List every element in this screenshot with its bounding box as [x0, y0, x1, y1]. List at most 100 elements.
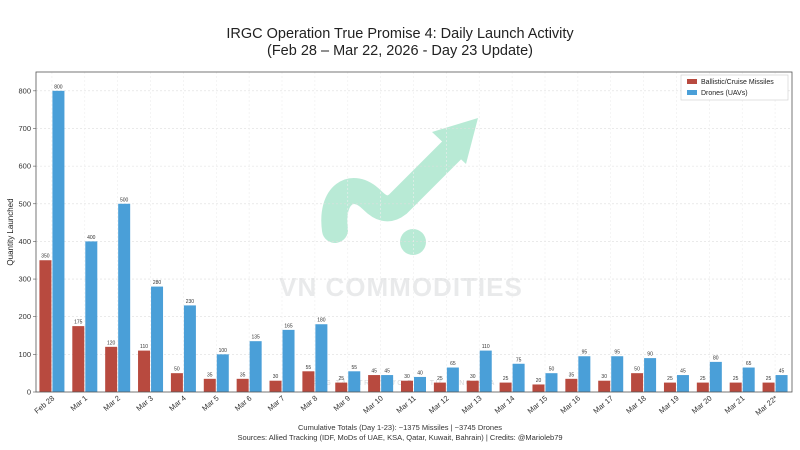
- bar-missiles: [138, 350, 151, 392]
- y-tick-label: 800: [18, 86, 31, 95]
- bar-drones: [578, 356, 591, 392]
- bar-drones: [151, 286, 164, 392]
- value-label-missiles: 25: [437, 376, 443, 382]
- bar-missiles: [105, 346, 118, 392]
- value-label-drones: 55: [351, 365, 357, 371]
- bar-drones: [676, 375, 689, 392]
- bar-drones: [381, 375, 394, 392]
- value-label-missiles: 110: [140, 344, 148, 350]
- value-label-drones: 800: [54, 84, 63, 90]
- bar-missiles: [302, 371, 315, 392]
- bar-missiles: [729, 382, 742, 392]
- value-label-drones: 90: [647, 352, 653, 358]
- value-label-drones: 100: [219, 348, 228, 354]
- bar-missiles: [401, 380, 413, 392]
- bar-drones: [52, 90, 65, 392]
- value-label-missiles: 120: [107, 340, 116, 346]
- value-label-drones: 75: [516, 357, 522, 363]
- value-label-drones: 45: [680, 369, 686, 375]
- bar-drones: [512, 363, 525, 392]
- bar-missiles: [762, 382, 775, 392]
- bar-drones: [315, 324, 328, 392]
- bar-missiles: [433, 382, 446, 392]
- bar-missiles: [631, 373, 644, 392]
- value-label-drones: 110: [482, 344, 490, 350]
- bar-drones: [414, 376, 426, 392]
- value-label-missiles: 30: [470, 374, 476, 380]
- y-axis-label: Quantity Launched: [6, 198, 15, 265]
- value-label-drones: 280: [153, 280, 162, 286]
- watermark-text: VN COMMODITIES: [279, 272, 523, 302]
- legend-label-drones: Drones (UAVs): [701, 90, 748, 97]
- value-label-missiles: 55: [306, 365, 312, 371]
- y-tick-label: 200: [18, 312, 31, 321]
- bar-missiles: [203, 378, 216, 392]
- legend-swatch-drones: [687, 90, 697, 95]
- legend-swatch-missiles: [687, 79, 697, 84]
- bar-missiles: [269, 380, 282, 392]
- value-label-drones: 40: [417, 370, 423, 376]
- y-tick-label: 500: [18, 199, 31, 208]
- bar-drones: [644, 358, 657, 392]
- x-tick-label: Mar 10: [361, 394, 385, 416]
- value-label-missiles: 25: [667, 376, 673, 382]
- value-label-drones: 400: [87, 235, 96, 241]
- cumulative-totals-note: Cumulative Totals (Day 1-23): ~1375 Miss…: [298, 423, 502, 432]
- x-tick-label: Mar 4: [167, 394, 187, 413]
- bars: [39, 90, 788, 392]
- bar-missiles: [368, 375, 381, 392]
- bar-drones: [742, 367, 755, 392]
- x-tick-label: Mar 6: [233, 394, 253, 413]
- value-label-drones: 80: [713, 355, 719, 361]
- x-tick-label: Mar 12: [427, 394, 451, 416]
- x-tick-label: Mar 17: [591, 394, 615, 416]
- bar-drones: [709, 361, 722, 392]
- value-labels: 350 800 175 400 120 500 110 280 50 230 35 100 35 135 3…: [41, 84, 784, 384]
- legend-frame: [680, 74, 789, 101]
- value-label-drones: 135: [251, 335, 260, 341]
- value-label-missiles: 30: [404, 374, 410, 380]
- bar-missiles: [663, 382, 676, 392]
- value-label-drones: 500: [120, 197, 129, 203]
- value-label-missiles: 350: [41, 254, 50, 260]
- watermark-arrow-stroke: [321, 137, 465, 243]
- watermark-subtext: NÂNG TẦM TRI THỨC ĐẦU TƯ HÀNG HÓA: [306, 377, 496, 387]
- watermark-logo: VN COMMODITIES NÂNG TẦM TRI THỨC ĐẦU TƯ …: [279, 118, 523, 387]
- value-label-drones: 165: [284, 323, 293, 329]
- chart-subtitle: (Feb 28 – Mar 22, 2026 - Day 23 Update): [267, 43, 533, 59]
- x-tick-label: Mar 22*: [753, 394, 779, 418]
- x-tick-label: Mar 8: [299, 394, 319, 413]
- y-tick-label: 700: [18, 124, 31, 133]
- bar-drones: [282, 329, 295, 392]
- y-tick-label: 300: [18, 275, 31, 284]
- watermark-dot: [400, 229, 426, 255]
- x-tick-label: Mar 19: [657, 394, 681, 416]
- value-label-drones: 45: [779, 369, 785, 375]
- value-label-missiles: 25: [503, 376, 509, 382]
- x-tick-label: Feb 28: [33, 394, 57, 416]
- bar-missiles: [236, 378, 249, 392]
- value-label-missiles: 35: [240, 372, 246, 378]
- bar-missiles: [170, 373, 183, 392]
- value-label-drones: 95: [614, 350, 620, 356]
- x-tick-label: Mar 21: [723, 394, 747, 416]
- x-tick-label: Mar 18: [624, 394, 648, 416]
- value-label-drones: 95: [582, 350, 588, 356]
- bar-missiles: [532, 384, 545, 392]
- chart-title: IRGC Operation True Promise 4: Daily Lau…: [226, 26, 574, 42]
- value-label-missiles: 45: [371, 369, 377, 375]
- sources-note: Sources: Allied Tracking (IDF, MoDs of U…: [237, 433, 563, 442]
- value-label-drones: 230: [186, 299, 195, 305]
- x-tick-label: Mar 3: [134, 394, 154, 413]
- bar-drones: [348, 371, 361, 392]
- bar-missiles: [598, 380, 611, 392]
- x-tick-label: Mar 2: [101, 394, 121, 413]
- y-tick-label: 600: [18, 162, 31, 171]
- value-label-missiles: 30: [601, 374, 607, 380]
- value-label-missiles: 35: [569, 372, 575, 378]
- plot-frame: [35, 71, 793, 393]
- watermark-arrow-head: [432, 118, 478, 164]
- value-label-missiles: 50: [174, 367, 180, 373]
- legend: Ballistic/Cruise Missiles Drones (UAVs): [680, 74, 789, 101]
